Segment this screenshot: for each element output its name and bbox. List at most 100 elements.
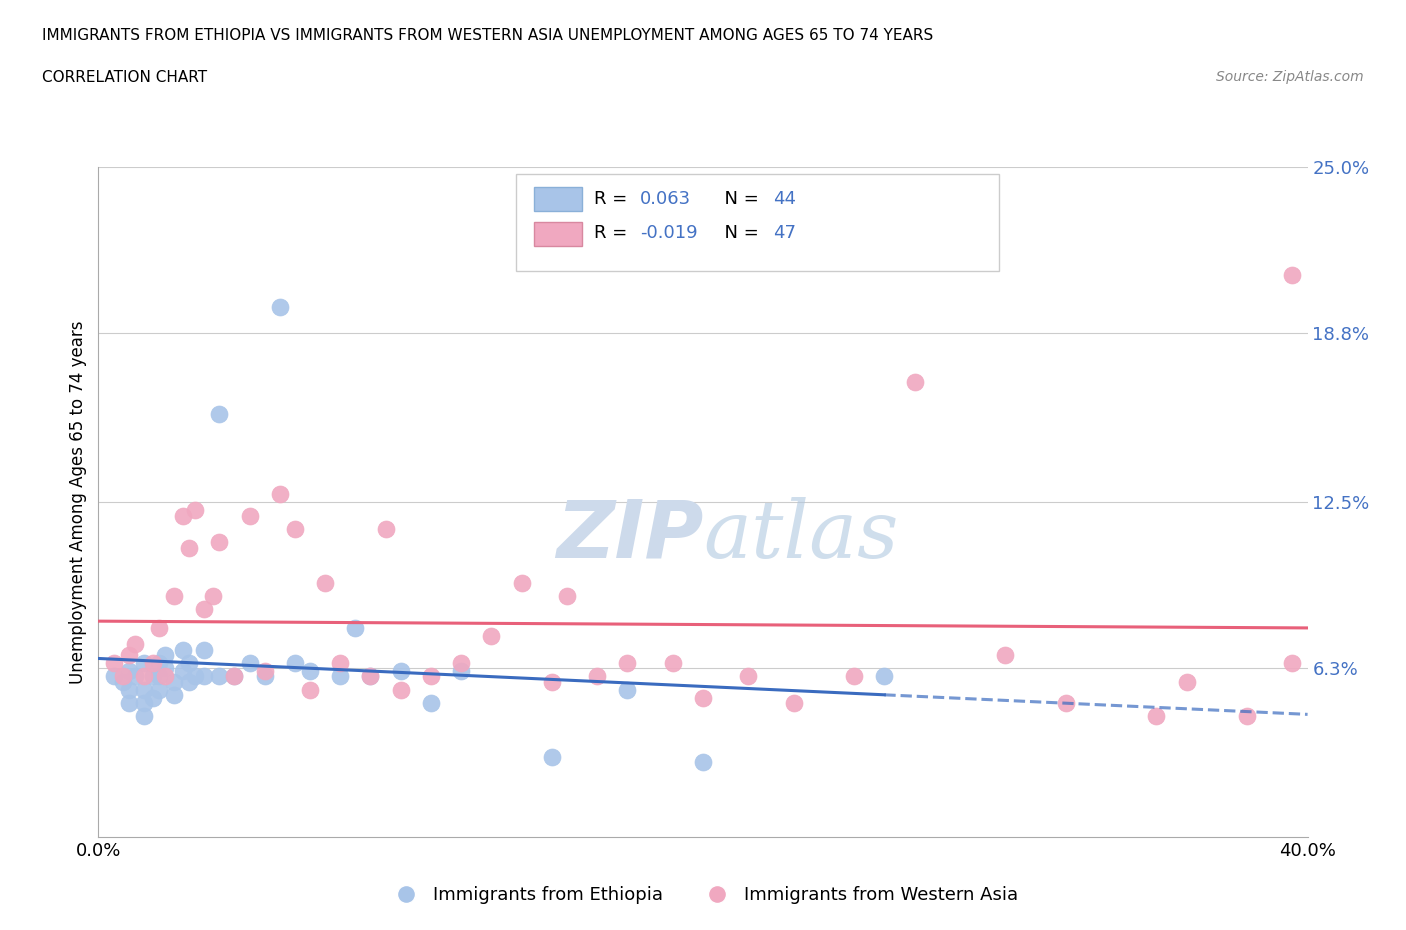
Point [510,575,533,590]
Point [118,683,141,698]
Point [103,669,125,684]
Point [202,589,225,604]
Point [124,669,146,684]
Point [329,669,352,684]
Point [208,669,231,684]
Point [142,669,165,684]
Point [148,669,170,684]
Text: 44: 44 [773,191,796,208]
Point [540,750,562,764]
Text: ZIP: ZIP [555,497,703,575]
Point [284,522,307,537]
Point [172,663,194,678]
Point [153,647,176,662]
Point [555,589,578,604]
Point [616,656,638,671]
Point [132,656,155,671]
Point [153,661,176,676]
Point [374,522,396,537]
Point [224,669,246,684]
Point [1144,709,1167,724]
Point [148,620,170,635]
Text: Source: ZipAtlas.com: Source: ZipAtlas.com [1216,70,1364,84]
Point [420,669,443,684]
Point [148,683,170,698]
Point [360,669,382,684]
Text: CORRELATION CHART: CORRELATION CHART [42,70,207,85]
Point [1236,709,1258,724]
Point [111,674,134,689]
Text: 0.063: 0.063 [640,191,692,208]
Text: N =: N = [713,191,765,208]
Point [314,575,336,590]
Point [132,683,155,698]
Point [111,669,134,684]
Point [299,663,322,678]
Point [208,535,231,550]
Point [179,540,201,555]
Point [153,669,176,684]
Point [184,669,207,684]
Point [540,674,562,689]
Text: R =: R = [595,191,633,208]
Point [269,486,291,501]
Point [450,656,472,671]
Point [172,642,194,657]
Text: IMMIGRANTS FROM ETHIOPIA VS IMMIGRANTS FROM WESTERN ASIA UNEMPLOYMENT AMONG AGES: IMMIGRANTS FROM ETHIOPIA VS IMMIGRANTS F… [42,28,934,43]
Point [239,656,262,671]
Point [737,669,759,684]
Bar [534,222,582,246]
Point [1281,656,1303,671]
Point [172,508,194,523]
Text: -0.019: -0.019 [640,224,697,242]
Point [904,374,927,389]
Point [239,508,262,523]
Point [1281,267,1303,282]
Point [224,669,246,684]
Point [163,674,186,689]
Legend: Immigrants from Ethiopia, Immigrants from Western Asia: Immigrants from Ethiopia, Immigrants fro… [381,879,1025,911]
Point [1175,674,1198,689]
Point [193,642,215,657]
Point [124,637,146,652]
Point [132,669,155,684]
FancyBboxPatch shape [516,174,1000,272]
Text: 47: 47 [773,224,796,242]
Point [163,687,186,702]
Text: N =: N = [713,224,765,242]
Point [208,406,231,421]
Point [179,674,201,689]
Text: R =: R = [595,224,633,242]
Point [783,696,806,711]
Point [994,647,1017,662]
Point [329,656,352,671]
Point [132,709,155,724]
Point [481,629,503,644]
Point [616,683,638,698]
Point [118,647,141,662]
Point [142,656,165,671]
Point [184,503,207,518]
Point [1054,696,1077,711]
Point [360,669,382,684]
Point [148,656,170,671]
Point [389,663,412,678]
Point [163,589,186,604]
Point [873,669,896,684]
Point [692,754,714,769]
Y-axis label: Unemployment Among Ages 65 to 74 years: Unemployment Among Ages 65 to 74 years [69,321,87,684]
Point [193,602,215,617]
Text: atlas: atlas [703,497,898,575]
Point [662,656,685,671]
Point [269,299,291,314]
Point [118,663,141,678]
Bar [534,188,582,211]
Point [118,696,141,711]
Point [420,696,443,711]
Point [253,669,276,684]
Point [284,656,307,671]
Point [389,683,412,698]
Point [450,663,472,678]
Point [344,620,367,635]
Point [253,663,276,678]
